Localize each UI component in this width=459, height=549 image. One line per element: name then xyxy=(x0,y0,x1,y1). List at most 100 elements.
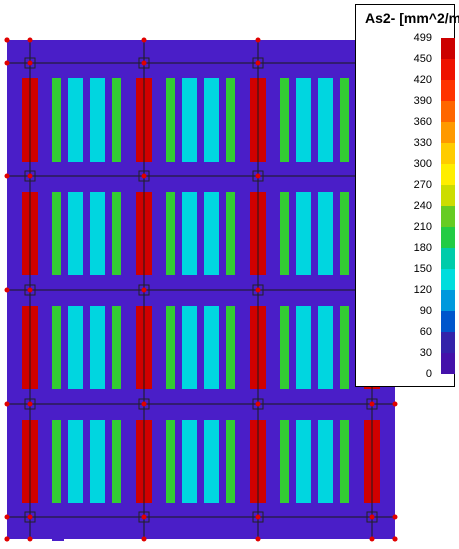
strip-cyan xyxy=(296,192,311,275)
support-node xyxy=(141,173,147,179)
strip-green xyxy=(226,192,235,275)
legend-tick: 30 xyxy=(419,347,432,359)
strip-green xyxy=(166,420,175,503)
legend-swatch xyxy=(441,80,455,101)
strip-cyan xyxy=(182,192,197,275)
reinforcement-strips xyxy=(22,78,380,503)
boundary-node xyxy=(369,536,375,542)
legend-swatch xyxy=(441,227,455,248)
column-support xyxy=(252,398,264,410)
boundary-node xyxy=(392,536,398,542)
legend-tick: 420 xyxy=(413,74,432,86)
legend-swatch xyxy=(441,38,455,59)
legend-color-bar xyxy=(441,38,455,374)
legend-swatch xyxy=(441,248,455,269)
strip-cyan xyxy=(318,78,333,162)
column-support xyxy=(252,284,264,296)
column-support xyxy=(252,57,264,69)
column-support xyxy=(138,57,150,69)
strip-green xyxy=(52,420,61,503)
strip-green xyxy=(280,192,289,275)
strip-cyan xyxy=(296,306,311,389)
column-support xyxy=(24,170,36,182)
legend-tick: 180 xyxy=(413,242,432,254)
strip-cyan xyxy=(204,306,219,389)
legend-tick: 0 xyxy=(425,368,432,380)
strip-cyan xyxy=(90,420,105,503)
legend-tick: 499 xyxy=(413,32,432,44)
strip-green xyxy=(340,306,349,389)
support-node xyxy=(27,401,33,407)
boundary-node xyxy=(27,37,33,43)
support-node xyxy=(27,287,33,293)
column-support xyxy=(252,511,264,523)
column-support xyxy=(366,398,378,410)
support-node xyxy=(141,287,147,293)
legend-swatch xyxy=(441,332,455,353)
strip-cyan xyxy=(182,306,197,389)
bottom-left-marker xyxy=(52,538,64,541)
legend-tick: 390 xyxy=(413,95,432,107)
legend-swatch xyxy=(441,353,455,374)
strip-cyan xyxy=(204,192,219,275)
support-node xyxy=(255,173,261,179)
strip-cyan xyxy=(318,192,333,275)
legend-swatch xyxy=(441,290,455,311)
legend-tick: 270 xyxy=(413,179,432,191)
boundary-node xyxy=(4,287,10,293)
strip-cyan xyxy=(68,420,83,503)
strip-green xyxy=(340,78,349,162)
support-node xyxy=(255,401,261,407)
support-node xyxy=(27,514,33,520)
boundary-node xyxy=(4,401,10,407)
legend-swatch xyxy=(441,122,455,143)
strip-cyan xyxy=(90,306,105,389)
strip-green xyxy=(166,306,175,389)
legend-tick: 330 xyxy=(413,137,432,149)
legend-swatch xyxy=(441,143,455,164)
strip-green xyxy=(340,192,349,275)
column-support xyxy=(24,284,36,296)
boundary-node xyxy=(255,37,261,43)
boundary-node xyxy=(4,514,10,520)
legend-swatch xyxy=(441,269,455,290)
strip-cyan xyxy=(204,420,219,503)
strip-cyan xyxy=(204,78,219,162)
boundary-node xyxy=(255,536,261,542)
strip-green xyxy=(340,420,349,503)
strip-green xyxy=(52,306,61,389)
support-node xyxy=(255,514,261,520)
legend-swatch xyxy=(441,164,455,185)
strip-cyan xyxy=(68,306,83,389)
legend-swatch xyxy=(441,185,455,206)
column-support xyxy=(24,398,36,410)
strip-green xyxy=(112,420,121,503)
strip-cyan xyxy=(318,420,333,503)
legend-swatch xyxy=(441,59,455,80)
strip-green xyxy=(112,78,121,162)
strip-green xyxy=(112,306,121,389)
column-support xyxy=(252,170,264,182)
boundary-node xyxy=(4,173,10,179)
strip-green xyxy=(166,78,175,162)
support-node xyxy=(369,401,375,407)
support-node xyxy=(141,60,147,66)
legend-swatch xyxy=(441,311,455,332)
legend-tick: 150 xyxy=(413,263,432,275)
legend-swatch xyxy=(441,101,455,122)
boundary-node xyxy=(392,514,398,520)
legend-tick: 300 xyxy=(413,158,432,170)
boundary-node xyxy=(392,401,398,407)
support-node xyxy=(369,514,375,520)
boundary-node xyxy=(141,536,147,542)
boundary-node xyxy=(141,37,147,43)
legend-swatch xyxy=(441,206,455,227)
column-support xyxy=(138,511,150,523)
strip-green xyxy=(166,192,175,275)
strip-green xyxy=(112,192,121,275)
legend-tick: 90 xyxy=(419,305,432,317)
strip-green xyxy=(280,420,289,503)
strip-green xyxy=(52,78,61,162)
column-support xyxy=(24,57,36,69)
